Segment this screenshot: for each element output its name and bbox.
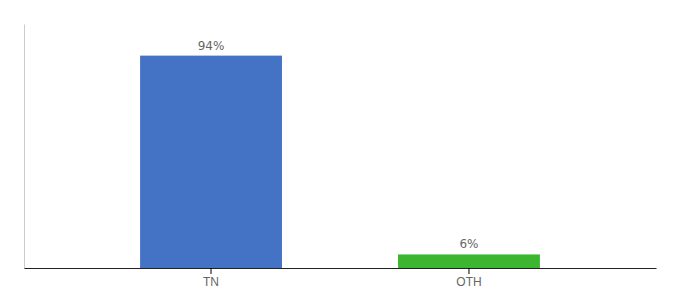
bar xyxy=(398,254,540,268)
plot: TN OTH 94% 6% xyxy=(25,25,657,289)
x-tick-label: OTH xyxy=(456,275,481,289)
data-labels: 94% 6% xyxy=(198,39,479,252)
y-axis-line xyxy=(24,25,25,269)
bar xyxy=(140,56,282,268)
data-label: 94% xyxy=(198,39,225,53)
x-axis: TN OTH xyxy=(25,268,657,289)
x-tick: TN xyxy=(203,268,219,289)
y-axis xyxy=(24,25,25,269)
x-tick-mark xyxy=(468,268,469,274)
x-tick-label: TN xyxy=(203,275,219,289)
chart: TN OTH 94% 6% xyxy=(0,0,680,300)
bars xyxy=(140,56,540,268)
x-tick-mark xyxy=(211,268,212,274)
x-tick: OTH xyxy=(456,268,481,289)
data-label: 6% xyxy=(459,237,478,251)
x-axis-line xyxy=(25,268,657,269)
